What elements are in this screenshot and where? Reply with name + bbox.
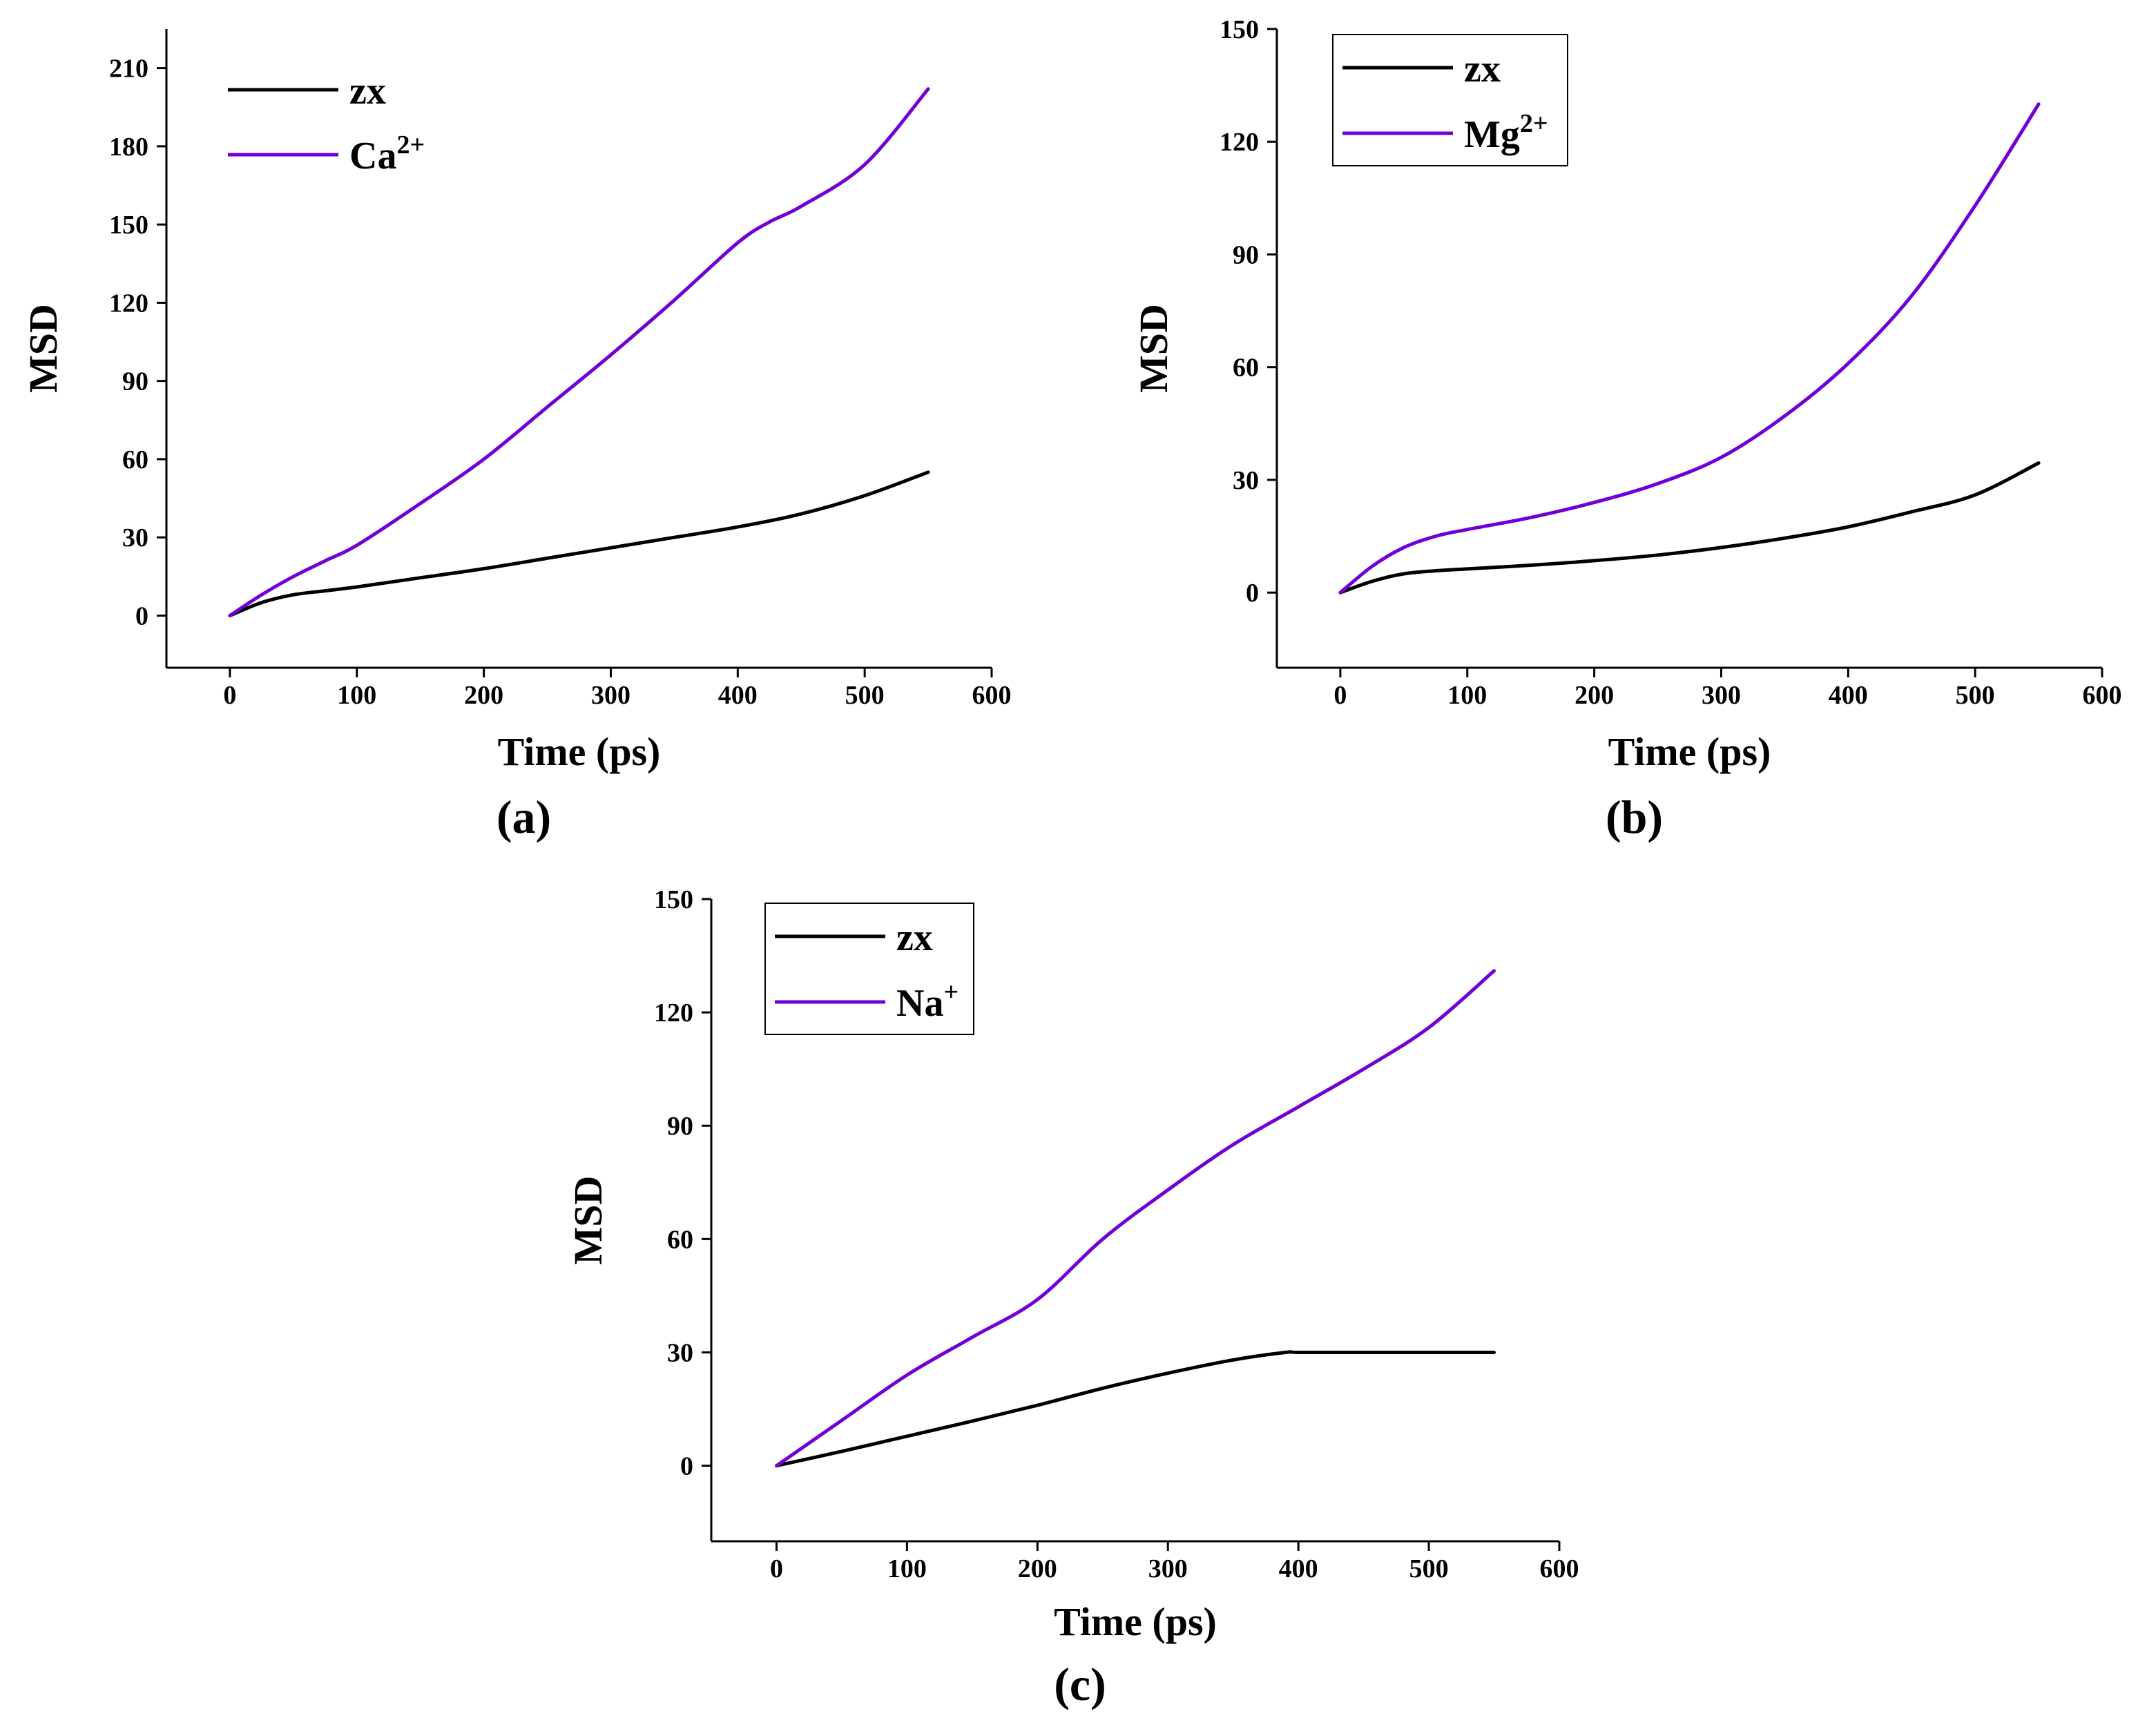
y-tick-label: 150 (1220, 15, 1259, 44)
y-tick-label: 0 (1246, 579, 1259, 608)
x-tick-label: 500 (1409, 1554, 1449, 1583)
x-axis-title: Time (ps) (498, 729, 661, 774)
panel-label: (a) (497, 791, 551, 843)
y-tick-label: 120 (654, 999, 693, 1028)
x-tick-label: 200 (464, 681, 503, 710)
x-axis-title: Time (ps) (1608, 729, 1771, 774)
x-tick-label: 100 (887, 1554, 927, 1583)
x-tick-label: 0 (223, 681, 236, 710)
y-tick-label: 0 (135, 601, 148, 630)
x-tick-label: 600 (1540, 1554, 1579, 1583)
y-tick-label: 60 (1233, 354, 1259, 383)
x-tick-label: 0 (1333, 681, 1347, 710)
legend-box (1332, 34, 1568, 166)
chart-panel-a: 0 100 200 300 400 500 600 0 30 60 90 120 150 180 210 Ti… (21, 29, 1012, 843)
x-tick-label: 400 (718, 681, 758, 710)
panel-label: (c) (1054, 1658, 1106, 1710)
x-tick-label: 400 (1279, 1554, 1318, 1583)
y-tick-label: 180 (109, 133, 148, 162)
series-line-zx (1338, 461, 2041, 595)
legend-label: Na+ (896, 978, 959, 1025)
x-tick-label: 500 (1956, 681, 1995, 710)
x-tick-label: 300 (591, 681, 630, 710)
legend-label: zx (1464, 48, 1501, 90)
legend-label: zx (896, 916, 933, 959)
x-axis-title: Time (ps) (1054, 1599, 1217, 1644)
y-tick-label: 150 (109, 211, 148, 240)
x-tick-label: 600 (2083, 681, 2122, 710)
y-tick-label: 30 (122, 523, 148, 552)
chart-panel-c: 0 100 200 300 400 500 600 0 30 60 90 120 150 Time (ps… (566, 885, 1579, 1710)
x-tick-label: 100 (337, 681, 376, 710)
y-axis-title: MSD (566, 1176, 610, 1265)
y-tick-label: 0 (680, 1452, 693, 1481)
y-tick-label: 90 (122, 367, 148, 396)
y-tick-label: 150 (654, 885, 693, 914)
y-tick-label: 90 (667, 1112, 693, 1141)
x-tick-label: 300 (1148, 1554, 1188, 1583)
legend-box (764, 903, 974, 1035)
x-tick-label: 200 (1018, 1554, 1057, 1583)
y-tick-label: 90 (1233, 240, 1259, 269)
legend: zx Mg2+ (1332, 34, 1568, 166)
y-tick-label: 120 (1220, 128, 1259, 157)
panel-label: (b) (1606, 791, 1663, 843)
y-axis-title: MSD (1131, 304, 1176, 393)
y-tick-label: 60 (122, 445, 148, 474)
x-tick-label: 500 (845, 681, 885, 710)
x-tick-label: 0 (770, 1554, 783, 1583)
series-line-ion (228, 87, 930, 617)
x-tick-label: 300 (1702, 681, 1741, 710)
series-line-zx (228, 470, 930, 617)
legend: zx Na+ (764, 903, 974, 1035)
y-axis-title: MSD (21, 304, 66, 393)
x-tick-label: 100 (1447, 681, 1487, 710)
legend: zx Ca2+ (228, 70, 425, 177)
chart-panel-b: 0 100 200 300 400 500 600 0 30 60 90 120 150 Time (ps… (1131, 15, 2122, 843)
x-tick-label: 200 (1574, 681, 1614, 710)
legend-label: Ca2+ (349, 131, 425, 177)
legend-label: zx (349, 70, 386, 113)
series-line-ion (775, 969, 1496, 1468)
y-tick-label: 120 (109, 289, 148, 318)
y-tick-label: 210 (109, 55, 148, 84)
x-tick-label: 400 (1829, 681, 1868, 710)
series-line-ion (1338, 102, 2041, 595)
x-tick-label: 600 (972, 681, 1012, 710)
series-line-zx (775, 1350, 1496, 1468)
y-tick-label: 30 (667, 1338, 693, 1367)
legend-label: Mg2+ (1464, 109, 1548, 156)
y-tick-label: 30 (1233, 466, 1259, 495)
y-tick-label: 60 (667, 1225, 693, 1254)
